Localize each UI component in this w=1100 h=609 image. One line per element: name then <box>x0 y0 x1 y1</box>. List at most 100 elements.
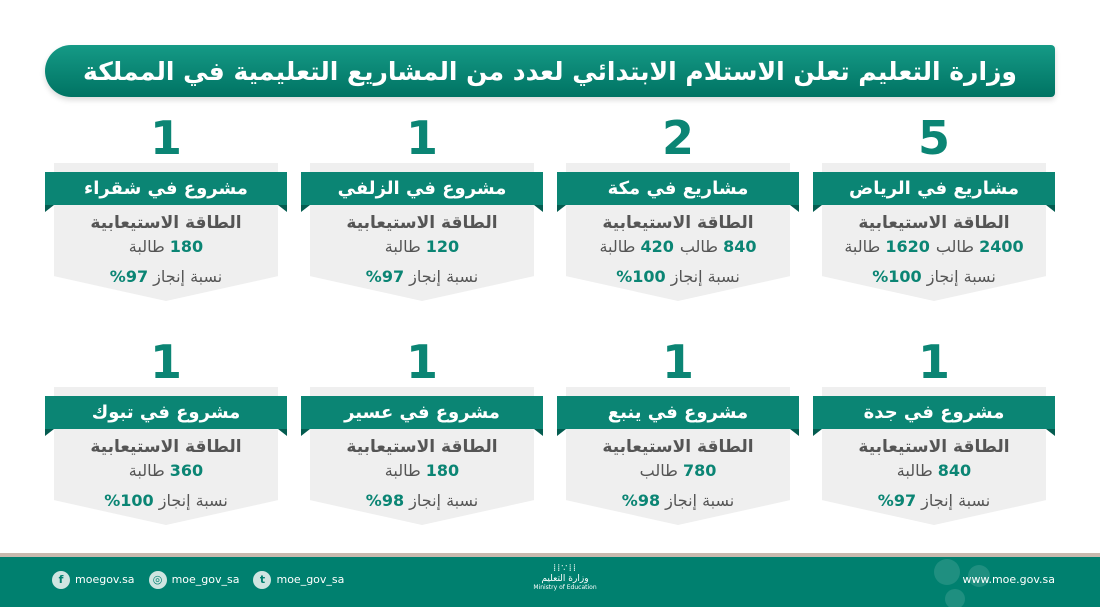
progress-label: نسبة إنجاز <box>409 491 479 510</box>
card-location-banner: مشروع في الزلفي <box>301 172 543 212</box>
capacity-segment: 840 طالبة <box>897 461 971 480</box>
capacity-line: 840 طالب 420 طالبة <box>596 235 759 259</box>
capacity-label: طالبة <box>128 237 165 256</box>
social-handle: moe_gov_sa <box>171 573 240 586</box>
capacity-title: الطاقة الاستيعابية <box>90 213 242 233</box>
progress-line: نسبة إنجاز 100% <box>596 265 759 289</box>
project-card: 2 مشاريع في مكة الطاقة الاستيعابية 840 ط… <box>557 110 799 322</box>
project-count: 1 <box>662 335 695 389</box>
social-links: f moegov.sa ◎ moe_gov_sa t moe_gov_sa <box>52 571 344 589</box>
capacity-segment: 420 طالبة <box>599 237 673 256</box>
capacity-line: 840 طالبة <box>858 459 1009 483</box>
capacity-title: الطاقة الاستيعابية <box>602 437 754 457</box>
card-location-banner: مشاريع في الرياض <box>813 172 1055 212</box>
capacity-line: 360 طالبة <box>90 459 241 483</box>
progress-value: 100% <box>872 267 922 286</box>
capacity-label: طالبة <box>128 461 165 480</box>
project-count: 1 <box>406 111 439 165</box>
capacity-number: 840 <box>937 461 972 480</box>
capacity-segment: 180 طالبة <box>385 461 459 480</box>
progress-label: نسبة إنجاز <box>409 267 479 286</box>
progress-value: 97% <box>877 491 917 510</box>
capacity-segment: 1620 طالبة <box>844 237 930 256</box>
project-card: 1 مشروع في الزلفي الطاقة الاستيعابية 120… <box>301 110 543 322</box>
capacity-number: 120 <box>425 237 460 256</box>
card-location-banner: مشروع في عسير <box>301 396 543 436</box>
capacity-segment: 360 طالبة <box>129 461 203 480</box>
capacity-number: 420 <box>640 237 674 256</box>
page-title: وزارة التعليم تعلن الاستلام الابتدائي لع… <box>83 56 1017 86</box>
social-link[interactable]: f moegov.sa <box>52 571 135 589</box>
progress-label: نسبة إنجاز <box>921 491 991 510</box>
logo-mark-icon: ⁞⁞∵⁞⁞ <box>552 563 578 574</box>
capacity-title: الطاقة الاستيعابية <box>346 437 498 457</box>
capacity-label: طالبة <box>844 237 881 256</box>
project-count: 1 <box>150 335 183 389</box>
capacity-number: 1620 <box>885 237 930 256</box>
instagram-icon: ◎ <box>148 571 167 589</box>
capacity-segment: 180 طالبة <box>129 237 203 256</box>
website-link[interactable]: www.moe.gov.sa <box>962 573 1055 586</box>
project-card: 1 مشروع في ينبع الطاقة الاستيعابية 780 ط… <box>557 334 799 546</box>
progress-value: 97% <box>365 267 405 286</box>
card-location-banner: مشروع في ينبع <box>557 396 799 436</box>
social-link[interactable]: ◎ moe_gov_sa <box>148 571 240 589</box>
capacity-number: 180 <box>425 461 460 480</box>
progress-line: نسبة إنجاز 100% <box>841 265 1026 289</box>
capacity-title: الطاقة الاستيعابية <box>858 437 1010 457</box>
progress-value: 98% <box>365 491 405 510</box>
capacity-label: طالبة <box>896 461 933 480</box>
capacity-label: طالبة <box>384 237 421 256</box>
capacity-title: الطاقة الاستيعابية <box>858 213 1010 233</box>
social-handle: moegov.sa <box>75 573 135 586</box>
progress-line: نسبة إنجاز 98% <box>346 489 497 513</box>
progress-value: 98% <box>621 491 661 510</box>
capacity-number: 360 <box>169 461 204 480</box>
card-location-banner: مشروع في شقراء <box>45 172 287 212</box>
capacity-number: 2400 <box>979 237 1024 256</box>
progress-value: 97% <box>109 267 149 286</box>
social-link[interactable]: t moe_gov_sa <box>253 571 344 589</box>
title-banner: وزارة التعليم تعلن الاستلام الابتدائي لع… <box>45 45 1055 97</box>
project-count: 1 <box>406 335 439 389</box>
capacity-segment: 2400 طالب <box>936 237 1024 256</box>
card-location-banner: مشروع في جدة <box>813 396 1055 436</box>
capacity-line: 120 طالبة <box>346 235 497 259</box>
progress-label: نسبة إنجاز <box>665 491 735 510</box>
capacity-line: 180 طالبة <box>346 459 497 483</box>
progress-label: نسبة إنجاز <box>153 267 223 286</box>
project-card: 1 مشروع في جدة الطاقة الاستيعابية 840 طا… <box>813 334 1055 546</box>
project-count: 1 <box>150 111 183 165</box>
facebook-icon: f <box>52 571 70 589</box>
project-card: 1 مشروع في تبوك الطاقة الاستيعابية 360 ط… <box>45 334 287 546</box>
capacity-segment: 780 طالب <box>640 461 717 480</box>
ministry-logo: ⁞⁞∵⁞⁞ وزارة التعليم Ministry of Educatio… <box>530 563 600 591</box>
project-card: 1 مشروع في عسير الطاقة الاستيعابية 180 ط… <box>301 334 543 546</box>
project-card: 5 مشاريع في الرياض الطاقة الاستيعابية 24… <box>813 110 1055 322</box>
twitter-icon: t <box>253 571 272 589</box>
capacity-label: طالبة <box>384 461 421 480</box>
project-count: 1 <box>918 335 951 389</box>
project-cards: 5 مشاريع في الرياض الطاقة الاستيعابية 24… <box>45 110 1055 546</box>
progress-value: 100% <box>616 267 666 286</box>
progress-line: نسبة إنجاز 100% <box>90 489 241 513</box>
capacity-label: طالبة <box>599 237 636 256</box>
capacity-number: 780 <box>682 461 717 480</box>
progress-label: نسبة إنجاز <box>670 267 740 286</box>
capacity-line: 780 طالب <box>602 459 753 483</box>
capacity-label: طالب <box>679 237 719 256</box>
capacity-title: الطاقة الاستيعابية <box>346 213 498 233</box>
project-count: 5 <box>918 111 951 165</box>
capacity-title: الطاقة الاستيعابية <box>90 437 242 457</box>
progress-line: نسبة إنجاز 97% <box>346 265 497 289</box>
capacity-number: 840 <box>723 237 757 256</box>
capacity-label: طالب <box>639 461 678 480</box>
logo-arabic: وزارة التعليم <box>541 574 589 584</box>
project-card: 1 مشروع في شقراء الطاقة الاستيعابية 180 … <box>45 110 287 322</box>
capacity-line: 2400 طالب 1620 طالبة <box>841 235 1026 259</box>
card-location-banner: مشاريع في مكة <box>557 172 799 212</box>
capacity-number: 180 <box>169 237 204 256</box>
progress-line: نسبة إنجاز 97% <box>90 265 241 289</box>
footer: f moegov.sa ◎ moe_gov_sa t moe_gov_sa ⁞⁞∵⁞⁞ و… <box>0 553 1100 609</box>
card-location-banner: مشروع في تبوك <box>45 396 287 436</box>
